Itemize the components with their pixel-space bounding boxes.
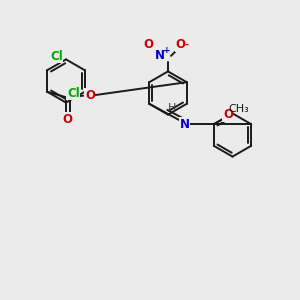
Text: CH₃: CH₃ bbox=[229, 104, 249, 114]
Text: H: H bbox=[168, 103, 177, 113]
Text: +: + bbox=[163, 46, 170, 56]
Text: O: O bbox=[176, 38, 186, 52]
Text: O: O bbox=[85, 88, 95, 102]
Text: O: O bbox=[143, 38, 154, 52]
Text: -: - bbox=[184, 40, 189, 50]
Text: Cl: Cl bbox=[67, 87, 80, 100]
Text: N: N bbox=[154, 49, 165, 62]
Text: O: O bbox=[223, 108, 233, 122]
Text: Cl: Cl bbox=[50, 50, 63, 63]
Text: N: N bbox=[179, 118, 189, 131]
Text: O: O bbox=[63, 113, 73, 126]
